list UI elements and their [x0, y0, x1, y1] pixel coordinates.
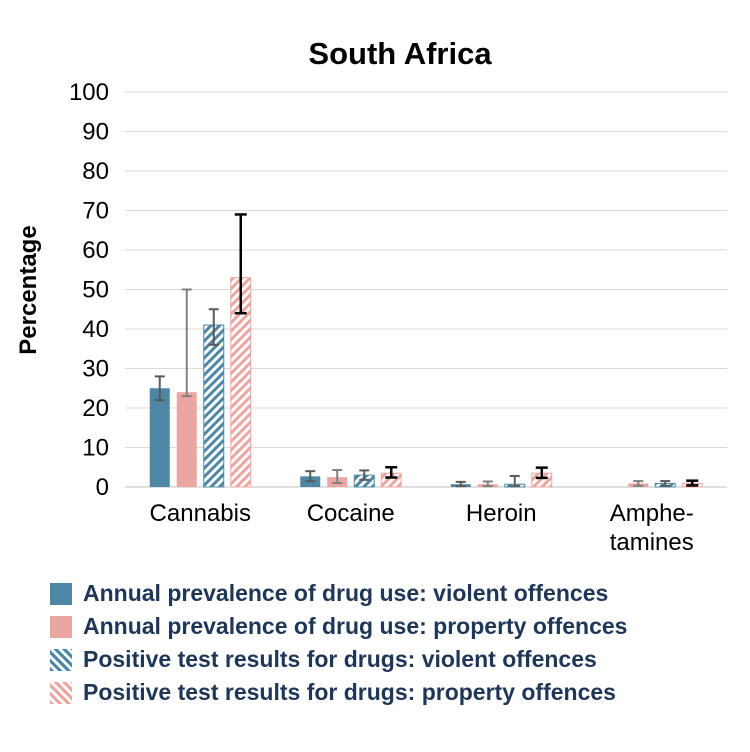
chart-container: South Africa Percentage 0 10 20 30 40 50 60 70 8… — [15, 36, 750, 706]
bar — [203, 324, 225, 488]
legend-label: Annual prevalence of drug use: property … — [83, 613, 628, 639]
legend-item: Annual prevalence of drug use: violent o… — [50, 580, 750, 607]
legend-swatch — [50, 615, 72, 638]
y-tick-label: 100 — [69, 79, 109, 106]
y-tick-label: 70 — [82, 198, 109, 225]
y-axis-label: Percentage — [15, 225, 42, 354]
legend-item: Positive test results for drugs: propert… — [50, 679, 750, 706]
y-tick-label: 30 — [82, 356, 109, 383]
legend-swatch — [50, 648, 72, 671]
legend-label: Positive test results for drugs: violent… — [83, 646, 597, 672]
y-tick-label: 50 — [82, 277, 109, 304]
y-tick-label: 60 — [82, 237, 109, 264]
bar — [176, 392, 197, 487]
legend-label: Annual prevalence of drug use: violent o… — [83, 580, 609, 606]
legend-item: Annual prevalence of drug use: property … — [50, 613, 750, 640]
legend-swatch — [50, 582, 72, 605]
legend-swatch — [50, 681, 72, 704]
y-tick-label: 40 — [82, 316, 109, 343]
x-category-label: Heroin — [466, 500, 537, 527]
x-category-label: Amphe-tamines — [610, 500, 694, 556]
plot-area: 0 10 20 30 40 50 60 70 80 90 100 Cannabis Cocaine Her… — [69, 79, 727, 556]
chart-svg: South Africa Percentage 0 10 20 30 40 50 60 70 8… — [15, 36, 727, 556]
chart-title: South Africa — [308, 36, 492, 71]
y-tick-label: 90 — [82, 119, 109, 146]
legend-label: Positive test results for drugs: propert… — [83, 679, 616, 705]
bar — [149, 388, 170, 487]
x-category-label: Cannabis — [150, 500, 251, 527]
legend: Annual prevalence of drug use: violent o… — [50, 580, 750, 706]
y-tick-label: 20 — [82, 395, 109, 422]
y-tick-label: 0 — [96, 474, 109, 501]
y-tick-label: 80 — [82, 158, 109, 185]
legend-item: Positive test results for drugs: violent… — [50, 646, 750, 673]
x-category-label: Cocaine — [307, 500, 395, 527]
y-tick-label: 10 — [82, 435, 109, 462]
